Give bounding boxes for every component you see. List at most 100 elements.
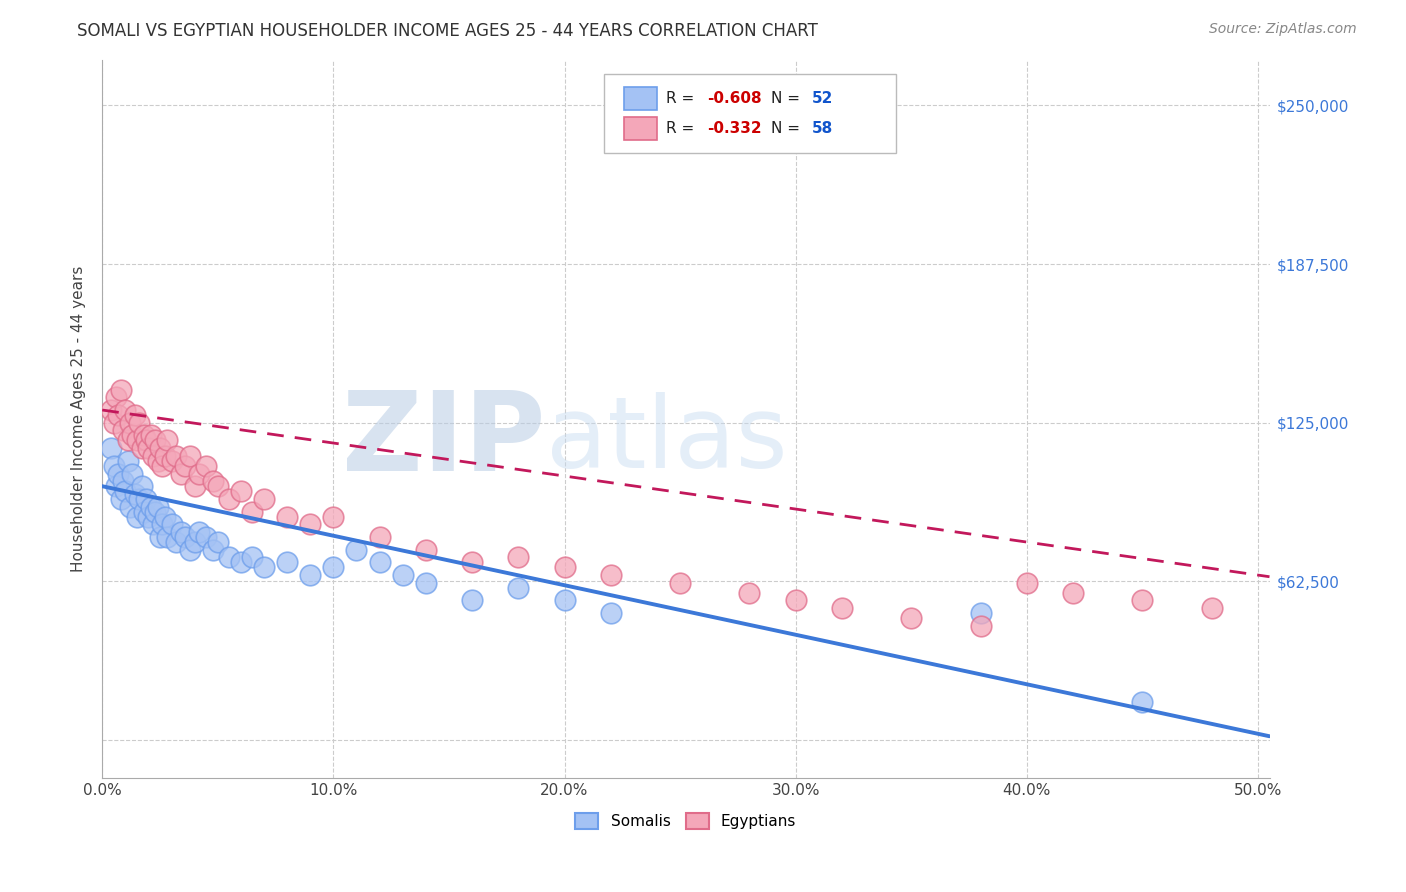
Point <box>165 449 187 463</box>
Point <box>125 434 148 448</box>
Point <box>969 606 991 620</box>
Legend: Somalis, Egyptians: Somalis, Egyptians <box>569 807 803 835</box>
Point <box>142 517 165 532</box>
Point <box>132 428 155 442</box>
Text: -0.608: -0.608 <box>707 91 762 106</box>
Point <box>107 408 129 422</box>
Point <box>156 434 179 448</box>
Point <box>183 479 205 493</box>
Point <box>508 550 530 565</box>
Point <box>117 454 139 468</box>
Point <box>900 611 922 625</box>
Point <box>218 550 240 565</box>
Point <box>105 479 128 493</box>
Point <box>202 542 225 557</box>
Text: N =: N = <box>770 121 806 136</box>
Point <box>368 555 391 569</box>
Point <box>508 581 530 595</box>
Point <box>149 441 172 455</box>
Text: -0.332: -0.332 <box>707 121 762 136</box>
Point <box>142 449 165 463</box>
Point <box>242 550 264 565</box>
Text: SOMALI VS EGYPTIAN HOUSEHOLDER INCOME AGES 25 - 44 YEARS CORRELATION CHART: SOMALI VS EGYPTIAN HOUSEHOLDER INCOME AG… <box>77 22 818 40</box>
Point <box>174 458 197 473</box>
Point <box>138 441 160 455</box>
Point <box>150 517 173 532</box>
Bar <box>624 87 657 110</box>
Point <box>121 467 143 481</box>
Point <box>207 535 229 549</box>
Point <box>218 491 240 506</box>
Point <box>103 416 125 430</box>
Point <box>111 474 134 488</box>
Point <box>105 390 128 404</box>
Point <box>150 458 173 473</box>
Point <box>160 517 183 532</box>
Point <box>114 403 136 417</box>
FancyBboxPatch shape <box>605 74 896 153</box>
Point <box>179 449 201 463</box>
Point <box>461 593 484 607</box>
Point <box>156 530 179 544</box>
Point <box>146 454 169 468</box>
Point <box>124 487 146 501</box>
Point <box>322 560 344 574</box>
Point <box>114 484 136 499</box>
Point <box>145 505 167 519</box>
Point <box>195 530 218 544</box>
Point <box>135 434 157 448</box>
Point <box>461 555 484 569</box>
Point <box>229 555 252 569</box>
Point <box>553 593 575 607</box>
Point <box>179 542 201 557</box>
Point <box>188 467 211 481</box>
Point <box>135 491 157 506</box>
Point <box>118 416 141 430</box>
Point <box>110 491 132 506</box>
Point <box>969 619 991 633</box>
Point <box>111 423 134 437</box>
Point <box>146 500 169 514</box>
Point <box>738 586 761 600</box>
Bar <box>624 117 657 140</box>
Point <box>276 509 298 524</box>
Point <box>121 428 143 442</box>
Point <box>346 542 368 557</box>
Point <box>253 491 276 506</box>
Point <box>160 454 183 468</box>
Point <box>229 484 252 499</box>
Point <box>299 568 322 582</box>
Point <box>117 434 139 448</box>
Point <box>195 458 218 473</box>
Point <box>415 542 437 557</box>
Text: R =: R = <box>666 121 699 136</box>
Text: N =: N = <box>770 91 806 106</box>
Point <box>1130 593 1153 607</box>
Text: Source: ZipAtlas.com: Source: ZipAtlas.com <box>1209 22 1357 37</box>
Point <box>100 441 122 455</box>
Point <box>110 383 132 397</box>
Point <box>132 505 155 519</box>
Point <box>103 458 125 473</box>
Point <box>276 555 298 569</box>
Point <box>1201 601 1223 615</box>
Point <box>139 428 162 442</box>
Point <box>415 575 437 590</box>
Y-axis label: Householder Income Ages 25 - 44 years: Householder Income Ages 25 - 44 years <box>72 266 86 572</box>
Point <box>139 500 162 514</box>
Point <box>599 568 621 582</box>
Point <box>128 416 150 430</box>
Point <box>149 530 172 544</box>
Point <box>1062 586 1084 600</box>
Point <box>100 403 122 417</box>
Point <box>242 505 264 519</box>
Point <box>1130 695 1153 709</box>
Text: ZIP: ZIP <box>343 387 546 494</box>
Text: 58: 58 <box>811 121 834 136</box>
Point <box>153 509 176 524</box>
Point <box>785 593 807 607</box>
Point <box>131 441 153 455</box>
Point <box>138 509 160 524</box>
Point <box>253 560 276 574</box>
Point <box>391 568 413 582</box>
